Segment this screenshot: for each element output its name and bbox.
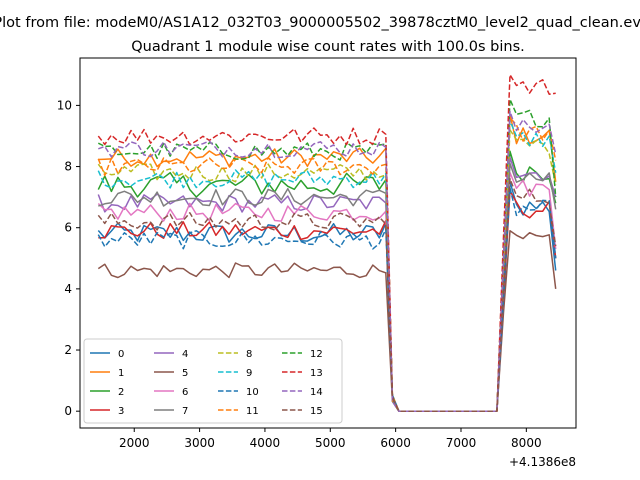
- y-tick-label: 10: [57, 98, 72, 112]
- y-tick-label: 2: [64, 343, 72, 357]
- legend-label-5: 5: [182, 368, 188, 379]
- x-tick-label: 2000: [119, 436, 150, 450]
- legend-label-1: 1: [118, 368, 124, 379]
- suptitle: Plot from file: modeM0/AS1A12_032T03_900…: [0, 15, 640, 31]
- legend-label-9: 9: [246, 368, 252, 379]
- y-axis: 0 2 4 6 8 10: [57, 98, 80, 418]
- legend-label-6: 6: [182, 387, 188, 398]
- x-offset-label: +4.1386e8: [509, 455, 576, 469]
- x-tick-label: 6000: [380, 436, 411, 450]
- legend-label-8: 8: [246, 349, 252, 360]
- legend-label-0: 0: [118, 349, 124, 360]
- legend-label-3: 3: [118, 406, 124, 417]
- plot-frame: [79, 57, 577, 429]
- legend-label-11: 11: [246, 406, 259, 417]
- legend-label-14: 14: [310, 387, 323, 398]
- y-tick-label: 8: [64, 160, 72, 174]
- x-tick-label: 3000: [184, 436, 215, 450]
- legend-label-15: 15: [310, 406, 323, 417]
- legend-label-10: 10: [246, 387, 259, 398]
- legend-label-12: 12: [310, 349, 323, 360]
- x-tick-label: 7000: [446, 436, 477, 450]
- x-tick-label: 5000: [315, 436, 346, 450]
- legend-label-2: 2: [118, 387, 124, 398]
- chart-title: Quadrant 1 module wise count rates with …: [131, 39, 525, 55]
- legend-label-13: 13: [310, 368, 323, 379]
- series-layer: [97, 74, 557, 412]
- x-tick-label: 4000: [250, 436, 281, 450]
- x-tick-label: 8000: [511, 436, 542, 450]
- y-tick-label: 0: [64, 404, 72, 418]
- x-axis: 2000 3000 4000 5000 6000 7000 8000: [119, 428, 542, 450]
- y-tick-label: 6: [64, 221, 72, 235]
- series-line-14: [98, 110, 557, 412]
- legend-label-4: 4: [182, 349, 188, 360]
- y-tick-label: 4: [64, 282, 72, 296]
- series-line-15: [97, 178, 557, 412]
- legend-box: [83, 338, 343, 424]
- legend-label-7: 7: [182, 406, 188, 417]
